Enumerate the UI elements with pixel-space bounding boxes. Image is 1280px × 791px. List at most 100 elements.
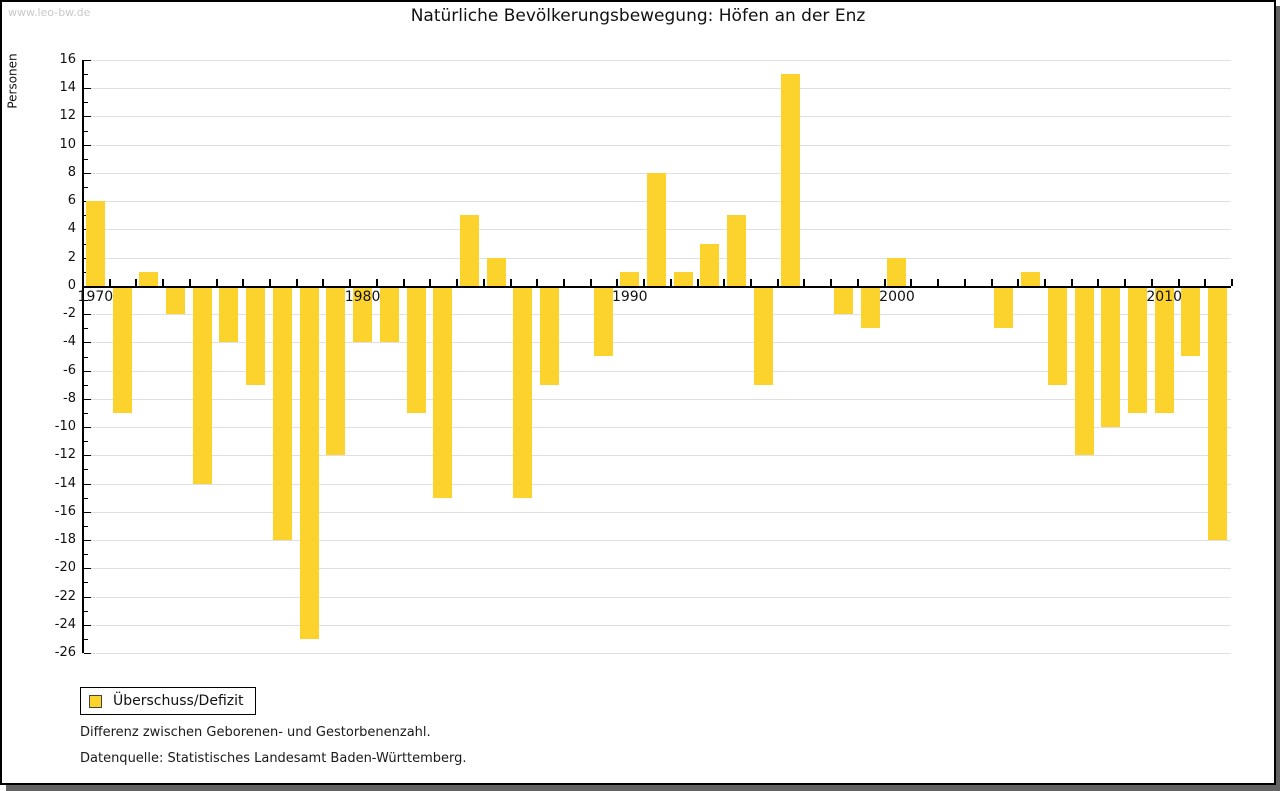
x-tick <box>803 278 806 286</box>
gridline <box>82 511 1231 513</box>
y-tick-label: 4 <box>67 221 76 237</box>
y-tick <box>84 144 91 146</box>
y-tick-label: -24 <box>54 616 76 632</box>
bar-2006 <box>1047 287 1067 385</box>
y-tick <box>84 525 88 527</box>
y-tick <box>84 158 88 160</box>
y-tick <box>84 342 91 344</box>
x-tick <box>562 278 565 286</box>
gridline <box>82 568 1231 570</box>
y-tick <box>84 370 91 372</box>
x-tick <box>616 278 619 286</box>
x-tick-label: 2000 <box>879 288 915 305</box>
bar-1971 <box>112 287 132 413</box>
x-tick <box>108 278 111 286</box>
y-tick-label: -20 <box>54 560 76 576</box>
x-tick <box>269 278 272 286</box>
y-tick <box>84 384 88 386</box>
watermark-link: www.leo-bw.de <box>8 6 91 19</box>
y-tick <box>84 638 88 640</box>
bar-1986 <box>513 287 533 498</box>
y-tick-label: -16 <box>54 503 76 519</box>
bar-1994 <box>727 215 747 286</box>
gridline <box>82 540 1231 542</box>
x-tick <box>963 278 966 286</box>
y-tick-label: 16 <box>59 52 76 67</box>
y-tick <box>84 130 88 132</box>
x-tick <box>349 278 352 286</box>
gridline <box>82 455 1231 457</box>
bar-1974 <box>192 287 212 484</box>
x-tick <box>536 278 539 286</box>
gridline <box>82 624 1231 626</box>
bar-1987 <box>540 287 560 385</box>
bar-1990 <box>620 271 640 286</box>
x-tick-label: 2010 <box>1146 288 1182 305</box>
y-tick <box>84 74 88 76</box>
x-tick <box>429 278 432 286</box>
y-tick <box>84 427 91 429</box>
x-tick <box>456 278 459 286</box>
x-tick <box>1070 278 1073 286</box>
x-tick <box>1231 278 1233 286</box>
bar-2000 <box>887 257 907 286</box>
y-tick <box>84 328 88 330</box>
y-tick-label: 6 <box>67 193 76 209</box>
x-tick <box>856 278 859 286</box>
x-axis-line <box>82 285 1231 288</box>
y-tick-label: -2 <box>63 306 76 322</box>
bar-1999 <box>860 287 880 329</box>
y-tick-label: -14 <box>54 475 76 491</box>
y-tick <box>84 102 88 104</box>
x-tick <box>1177 278 1180 286</box>
y-tick <box>84 412 88 414</box>
bar-1982 <box>406 287 426 413</box>
x-tick-label: 1990 <box>611 288 648 305</box>
x-tick <box>1043 278 1046 286</box>
y-tick <box>84 398 91 400</box>
gridline <box>82 314 1231 316</box>
x-tick <box>990 278 993 286</box>
gridline <box>82 483 1231 485</box>
gridline <box>82 653 1231 654</box>
legend-color-swatch <box>89 694 102 708</box>
y-tick <box>84 60 91 61</box>
y-tick-label: -10 <box>54 419 76 435</box>
bar-1976 <box>246 287 266 385</box>
x-tick <box>188 278 191 286</box>
gridline <box>82 398 1231 400</box>
x-tick <box>750 278 753 286</box>
y-tick <box>84 540 91 542</box>
x-tick-label: 1970 <box>77 288 114 305</box>
x-tick <box>322 278 325 286</box>
bar-1970 <box>85 201 105 286</box>
y-tick-label: 2 <box>67 249 76 265</box>
x-tick <box>830 278 833 286</box>
chart-title: Natürliche Bevölkerungsbewegung: Höfen a… <box>410 6 866 26</box>
x-tick <box>215 278 218 286</box>
y-tick-label: -22 <box>54 588 76 604</box>
bar-2012 <box>1208 287 1228 541</box>
bar-1991 <box>647 172 666 286</box>
y-tick <box>84 356 88 358</box>
y-tick-label: 12 <box>59 108 76 124</box>
bar-1989 <box>593 287 613 357</box>
y-tick-label: -26 <box>54 645 76 660</box>
x-tick <box>402 278 405 286</box>
x-tick <box>669 278 672 286</box>
y-tick <box>84 497 88 499</box>
x-tick <box>1124 278 1127 286</box>
y-tick-label: 0 <box>67 277 76 293</box>
y-tick <box>84 455 91 457</box>
footnote-source: Datenquelle: Statistisches Landesamt Bad… <box>80 751 467 766</box>
y-tick-label: 14 <box>59 80 76 96</box>
bar-1993 <box>700 243 720 286</box>
x-tick <box>723 278 726 286</box>
x-tick <box>135 278 138 286</box>
x-tick <box>509 278 512 286</box>
y-axis-line <box>82 60 84 653</box>
bar-2011 <box>1181 287 1201 357</box>
y-tick <box>84 610 88 612</box>
gridline <box>82 60 1231 61</box>
bar-2004 <box>994 287 1014 329</box>
